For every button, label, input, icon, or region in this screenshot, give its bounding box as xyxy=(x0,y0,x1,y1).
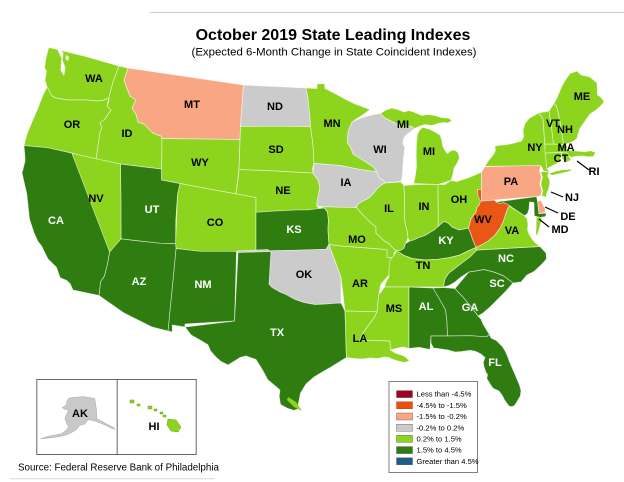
svg-text:NV: NV xyxy=(88,193,104,205)
svg-text:AZ: AZ xyxy=(132,276,147,288)
svg-text:-4.5% to -1.5%: -4.5% to -1.5% xyxy=(417,401,467,410)
svg-text:OK: OK xyxy=(296,269,313,281)
svg-text:SC: SC xyxy=(489,278,504,290)
svg-text:AL: AL xyxy=(419,301,434,313)
svg-text:TN: TN xyxy=(416,260,431,272)
svg-text:KS: KS xyxy=(286,224,301,236)
svg-text:NE: NE xyxy=(275,185,290,197)
svg-text:VA: VA xyxy=(505,225,520,237)
svg-text:UT: UT xyxy=(145,204,160,216)
svg-text:LA: LA xyxy=(353,333,368,345)
svg-text:CT: CT xyxy=(554,153,569,165)
svg-text:0.2% to 1.5%: 0.2% to 1.5% xyxy=(417,435,462,444)
svg-text:MT: MT xyxy=(184,99,200,111)
svg-text:MA: MA xyxy=(557,142,574,154)
svg-text:GA: GA xyxy=(462,302,479,314)
svg-text:TX: TX xyxy=(270,327,285,339)
svg-text:ND: ND xyxy=(267,101,283,113)
svg-text:NM: NM xyxy=(194,279,211,291)
svg-text:FL: FL xyxy=(488,357,502,369)
svg-text:MD: MD xyxy=(551,224,568,236)
svg-text:NJ: NJ xyxy=(565,192,579,204)
svg-text:HI: HI xyxy=(149,421,160,433)
svg-text:(Expected 6-Month Change in St: (Expected 6-Month Change in State Coinci… xyxy=(192,47,477,59)
svg-text:IA: IA xyxy=(341,177,352,189)
svg-text:NC: NC xyxy=(498,253,514,265)
svg-text:MS: MS xyxy=(386,303,403,315)
svg-text:-1.5% to -0.2%: -1.5% to -0.2% xyxy=(417,412,467,421)
svg-text:KY: KY xyxy=(438,235,454,247)
svg-text:SD: SD xyxy=(268,144,283,156)
svg-text:ME: ME xyxy=(574,91,591,103)
svg-text:1.5% to 4.5%: 1.5% to 4.5% xyxy=(417,446,462,455)
svg-text:AK: AK xyxy=(72,408,88,420)
svg-text:NH: NH xyxy=(557,124,573,136)
svg-text:VT: VT xyxy=(546,118,560,130)
svg-text:IL: IL xyxy=(384,203,394,215)
svg-text:WI: WI xyxy=(373,144,386,156)
svg-text:CA: CA xyxy=(48,215,64,227)
svg-text:MI: MI xyxy=(397,119,409,131)
svg-text:PA: PA xyxy=(504,176,519,188)
svg-text:Less than -4.5%: Less than -4.5% xyxy=(417,390,472,399)
svg-text:WY: WY xyxy=(191,157,209,169)
svg-text:OH: OH xyxy=(451,194,468,206)
svg-text:Greater than 4.5%: Greater than 4.5% xyxy=(417,457,479,466)
svg-text:WA: WA xyxy=(85,73,103,85)
svg-text:CO: CO xyxy=(207,217,224,229)
svg-text:DE: DE xyxy=(560,211,575,223)
svg-text:OR: OR xyxy=(64,119,81,131)
svg-text:IN: IN xyxy=(419,201,430,213)
svg-text:WV: WV xyxy=(474,214,492,226)
svg-text:October 2019 State Leading Ind: October 2019 State Leading Indexes xyxy=(196,27,471,44)
svg-text:MN: MN xyxy=(323,118,340,130)
svg-text:ID: ID xyxy=(122,128,133,140)
svg-text:Source: Federal Reserve Bank o: Source: Federal Reserve Bank of Philadel… xyxy=(18,463,220,474)
svg-text:AR: AR xyxy=(352,278,368,290)
svg-text:-0.2% to 0.2%: -0.2% to 0.2% xyxy=(417,423,465,432)
svg-text:NY: NY xyxy=(527,142,543,154)
svg-text:MO: MO xyxy=(348,234,366,246)
svg-text:RI: RI xyxy=(589,166,600,178)
svg-text:MI: MI xyxy=(423,146,435,158)
